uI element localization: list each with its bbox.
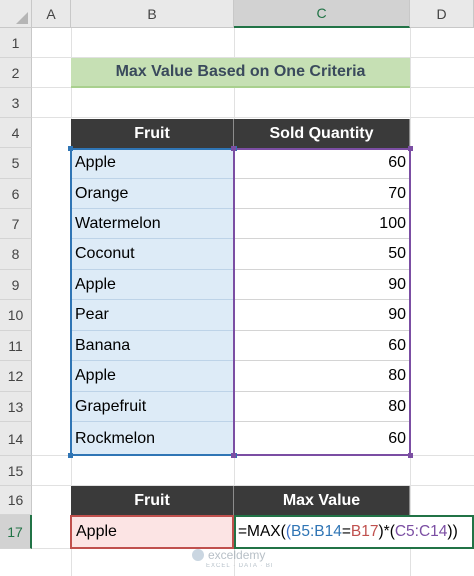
range-handle[interactable] — [68, 453, 73, 458]
row-header-5[interactable]: 5 — [0, 148, 32, 179]
gridline — [32, 485, 474, 486]
fruit-cell[interactable]: Apple — [71, 270, 234, 300]
formula-text: )) — [447, 523, 458, 540]
table-header-fruit[interactable]: Fruit — [71, 119, 234, 148]
fruit-cell[interactable]: Apple — [71, 148, 234, 179]
range-handle[interactable] — [68, 146, 73, 151]
row-header-1[interactable]: 1 — [0, 28, 32, 58]
quantity-cell[interactable]: 80 — [234, 392, 410, 422]
row-header-4[interactable]: 4 — [0, 118, 32, 148]
formula-text: =MAX( — [238, 523, 286, 540]
row-header-6[interactable]: 6 — [0, 179, 32, 209]
formula-ref-c5-c14: C5:C14 — [394, 523, 448, 540]
fruit-cell[interactable]: Banana — [71, 331, 234, 361]
column-header-d[interactable]: D — [410, 0, 474, 28]
row-header-15[interactable]: 15 — [0, 456, 32, 486]
range-handle[interactable] — [408, 146, 413, 151]
formula-text: ( — [285, 523, 291, 540]
formula-text: )*( — [378, 523, 395, 540]
column-header-c[interactable]: C — [234, 0, 410, 28]
quantity-cell[interactable]: 60 — [234, 148, 410, 179]
gridline — [32, 117, 474, 118]
formula-range-highlight-c5-c14 — [233, 148, 411, 456]
quantity-cell[interactable]: 80 — [234, 361, 410, 392]
quantity-cell[interactable]: 100 — [234, 209, 410, 239]
row-header-2[interactable]: 2 — [0, 58, 32, 88]
active-formula-cell-c17[interactable]: =MAX((B5:B14 = B17)*(C5:C14)) — [234, 515, 474, 549]
formula-ref-b17: B17 — [350, 523, 379, 540]
row-header-9[interactable]: 9 — [0, 270, 32, 300]
row-header-11[interactable]: 11 — [0, 331, 32, 361]
select-all-triangle-icon — [16, 12, 28, 24]
row-header-8[interactable]: 8 — [0, 239, 32, 270]
sheet-title[interactable]: Max Value Based on One Criteria — [71, 58, 410, 88]
range-handle[interactable] — [231, 146, 236, 151]
watermark: exceldemy — [192, 548, 265, 562]
row-header-17[interactable]: 17 — [0, 515, 32, 549]
result-header-fruit[interactable]: Fruit — [71, 486, 234, 515]
table-header-sold-quantity[interactable]: Sold Quantity — [234, 119, 410, 148]
row-header-16[interactable]: 16 — [0, 486, 32, 515]
row-header-3[interactable]: 3 — [0, 88, 32, 118]
watermark-text: exceldemy — [208, 548, 266, 562]
fruit-cell[interactable]: Pear — [71, 300, 234, 331]
formula-ref-b5-b14: B5:B14 — [290, 523, 342, 540]
select-all-corner[interactable] — [0, 0, 32, 28]
quantity-cell[interactable]: 70 — [234, 179, 410, 209]
column-header-b[interactable]: B — [71, 0, 234, 28]
formula-text: = — [341, 523, 351, 540]
fruit-cell[interactable]: Grapefruit — [71, 392, 234, 422]
range-handle[interactable] — [408, 453, 413, 458]
fruit-cell[interactable]: Coconut — [71, 239, 234, 270]
quantity-cell[interactable]: 90 — [234, 270, 410, 300]
criteria-cell-b17[interactable]: Apple — [70, 515, 234, 549]
range-handle[interactable] — [231, 453, 236, 458]
formula-range-highlight-b5-b14 — [70, 148, 235, 456]
fruit-cell[interactable]: Apple — [71, 361, 234, 392]
row-header-10[interactable]: 10 — [0, 300, 32, 331]
quantity-cell[interactable]: 60 — [234, 331, 410, 361]
row-header-14[interactable]: 14 — [0, 422, 32, 456]
fruit-cell[interactable]: Rockmelon — [71, 422, 234, 456]
quantity-cell[interactable]: 60 — [234, 422, 410, 456]
quantity-cell[interactable]: 90 — [234, 300, 410, 331]
quantity-cell[interactable]: 50 — [234, 239, 410, 270]
row-header-12[interactable]: 12 — [0, 361, 32, 392]
row-header-7[interactable]: 7 — [0, 209, 32, 239]
row-header-13[interactable]: 13 — [0, 392, 32, 422]
watermark-tagline: EXCEL · DATA · BI — [206, 563, 274, 569]
fruit-cell[interactable]: Orange — [71, 179, 234, 209]
fruit-cell[interactable]: Watermelon — [71, 209, 234, 239]
result-header-max-value[interactable]: Max Value — [234, 486, 410, 515]
exceldemy-logo-icon — [192, 549, 204, 561]
gridline — [32, 57, 474, 58]
column-header-a[interactable]: A — [32, 0, 71, 28]
